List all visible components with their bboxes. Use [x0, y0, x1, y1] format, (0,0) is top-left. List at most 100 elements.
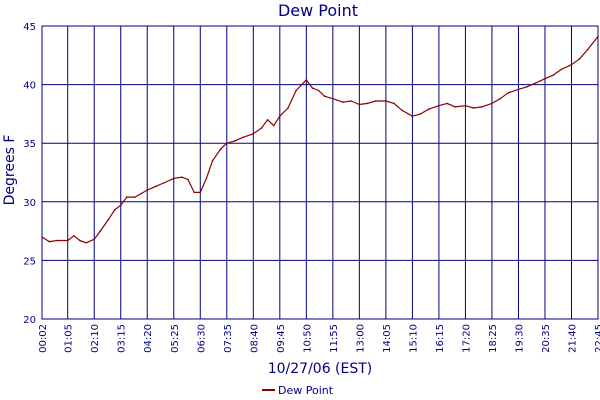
data-point: [464, 104, 467, 107]
data-point: [517, 88, 520, 91]
data-point: [41, 236, 43, 238]
data-point: [480, 106, 483, 108]
x-tick-label: 16:15: [435, 324, 446, 353]
data-point: [193, 191, 195, 194]
x-tick-label: 19:30: [514, 324, 525, 353]
data-point: [154, 185, 157, 188]
data-point: [66, 239, 69, 242]
data-point: [226, 142, 228, 144]
y-tick-label: 45: [23, 22, 36, 33]
data-point: [393, 102, 395, 105]
data-point: [587, 48, 589, 51]
data-point: [287, 107, 289, 109]
x-tick-labels: 00:02 01:05 02:10 03:15 04:20 05:25 06:30 07:35…: [38, 324, 600, 353]
dew-point-series-line: [41, 36, 599, 244]
data-point: [187, 178, 189, 181]
x-tick-label: 10:50: [302, 324, 313, 353]
data-point: [260, 127, 263, 129]
line-layer: [41, 35, 599, 244]
data-point: [560, 68, 563, 71]
data-point: [358, 103, 361, 106]
data-point: [107, 218, 110, 221]
x-tick-label: 02:10: [90, 324, 101, 353]
data-point: [211, 160, 214, 162]
x-tick-label: 00:02: [38, 324, 49, 353]
grid-layer: [41, 25, 599, 320]
data-point: [242, 136, 244, 139]
y-tick-label: 20: [23, 315, 36, 326]
y-tick-label: 40: [23, 81, 36, 92]
x-tick-label: 03:15: [117, 324, 128, 353]
data-point: [219, 148, 222, 150]
data-point: [419, 113, 422, 115]
data-point: [48, 240, 51, 243]
data-point: [374, 100, 377, 102]
legend-label: Dew Point: [278, 384, 334, 397]
legend: Dew Point: [262, 384, 334, 397]
x-tick-label: 15:10: [408, 324, 419, 353]
x-tick-label: 07:35: [223, 324, 234, 353]
data-point: [411, 115, 414, 117]
x-tick-label: 18:25: [488, 324, 499, 353]
data-point: [578, 58, 581, 60]
data-point: [342, 101, 344, 103]
data-point: [454, 106, 457, 108]
data-point: [427, 108, 430, 110]
data-point: [199, 191, 202, 194]
data-point: [266, 119, 269, 121]
data-point: [385, 100, 387, 102]
data-point: [366, 102, 369, 105]
data-point: [534, 82, 536, 85]
plot-frame: [41, 25, 599, 320]
data-point: [279, 115, 281, 117]
data-point: [499, 97, 501, 100]
y-tick-labels: 20 25 30 35 40 45: [23, 22, 36, 326]
data-point: [79, 239, 81, 242]
data-point: [252, 133, 255, 135]
data-point: [99, 230, 102, 232]
x-tick-label: 21:40: [567, 324, 578, 353]
data-point: [552, 74, 554, 76]
data-point: [472, 107, 475, 109]
x-tick-label: 22:45: [594, 324, 600, 353]
data-point: [401, 109, 404, 112]
data-point: [85, 242, 87, 244]
data-point: [272, 124, 275, 127]
y-tick-label: 35: [23, 139, 36, 150]
x-tick-label: 04:20: [143, 324, 154, 353]
x-tick-label: 09:45: [276, 324, 287, 353]
data-point: [140, 192, 142, 195]
data-point: [162, 182, 165, 184]
data-point: [113, 209, 116, 211]
y-axis-label: Degrees F: [2, 135, 18, 206]
data-point: [205, 177, 208, 180]
data-point: [93, 238, 95, 241]
data-point: [507, 92, 510, 94]
data-point: [234, 140, 236, 142]
x-tick-label: 11:55: [329, 324, 340, 353]
x-tick-label: 13:00: [355, 324, 366, 353]
data-point: [597, 35, 599, 38]
data-point: [570, 63, 573, 66]
data-point: [544, 77, 546, 80]
y-tick-label: 30: [23, 198, 36, 209]
data-point: [438, 104, 440, 107]
x-tick-label: 05:25: [170, 324, 181, 353]
y-tick-label: 25: [23, 256, 36, 267]
chart-title: Dew Point: [278, 1, 358, 20]
data-point: [119, 204, 122, 207]
data-point: [181, 176, 183, 178]
data-point: [295, 89, 297, 92]
data-point: [173, 177, 175, 180]
data-point: [332, 97, 334, 100]
data-point: [126, 196, 128, 198]
x-axis-label: 10/27/06 (EST): [268, 361, 373, 377]
data-point: [305, 79, 308, 81]
data-point: [323, 95, 326, 98]
data-point: [73, 235, 75, 237]
x-tick-label: 14:05: [382, 324, 393, 353]
x-tick-label: 01:05: [64, 324, 75, 353]
x-tick-label: 20:35: [541, 324, 552, 353]
data-point: [317, 89, 320, 92]
